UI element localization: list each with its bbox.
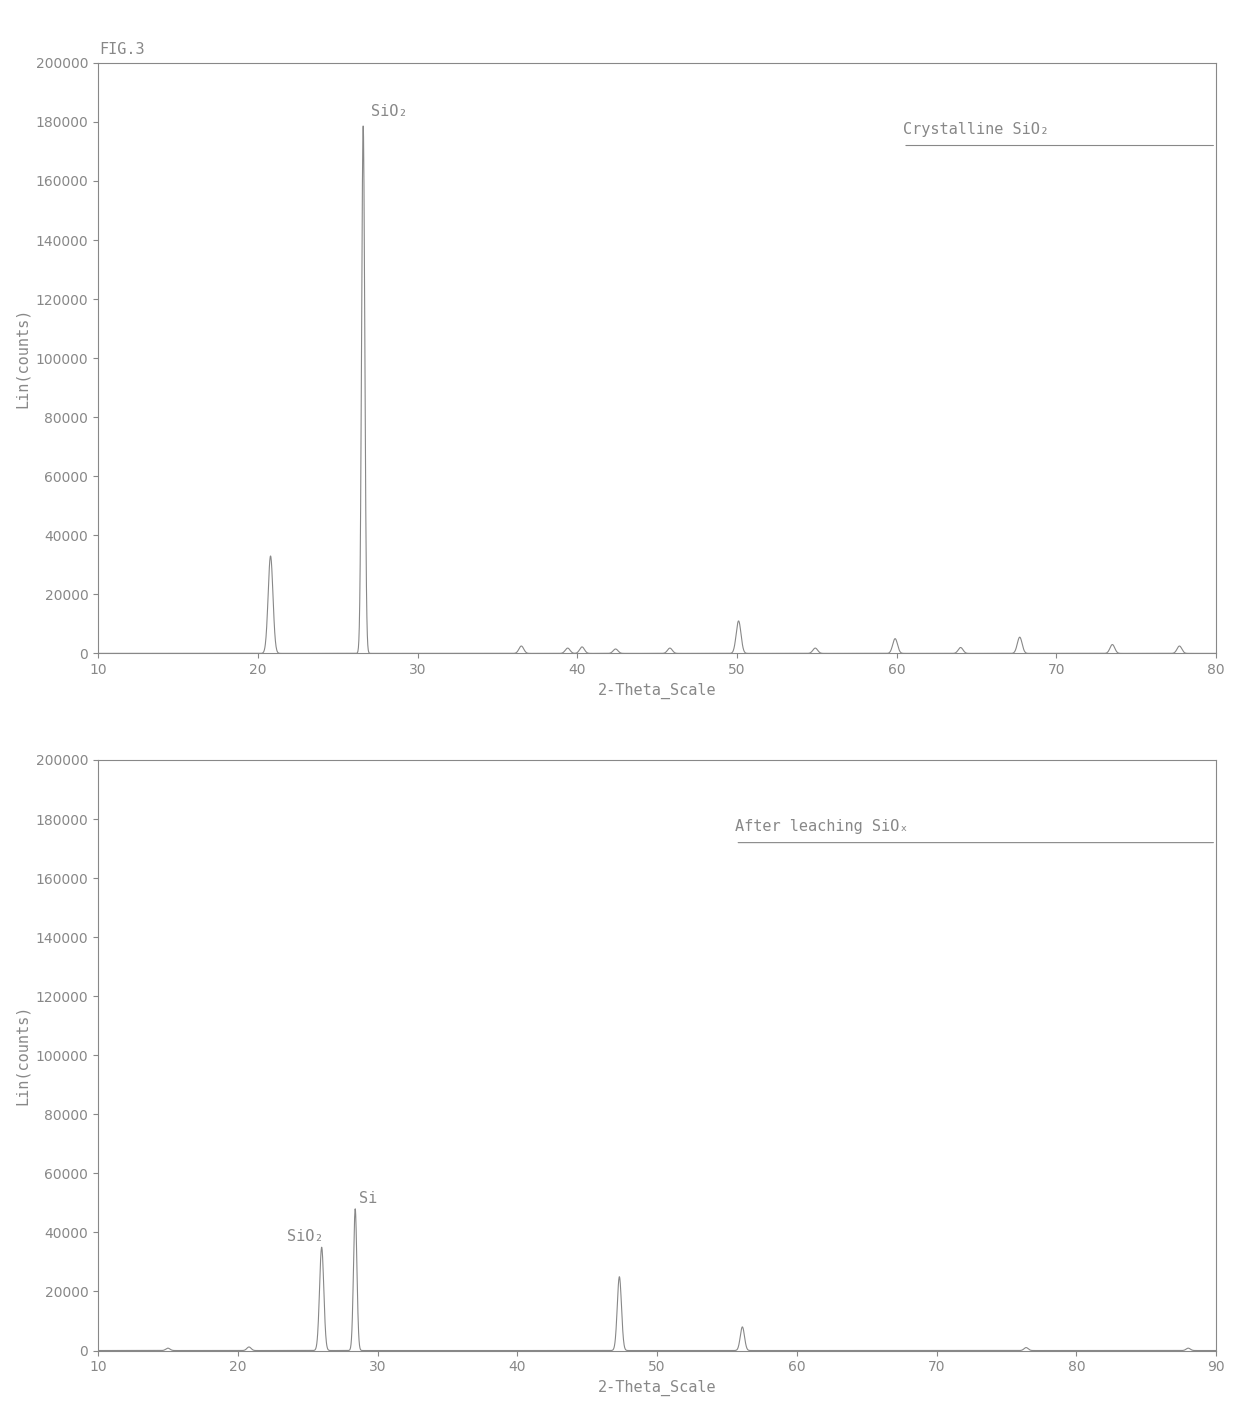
Text: SiO₂: SiO₂ bbox=[286, 1229, 324, 1245]
Text: Si: Si bbox=[360, 1191, 378, 1206]
Y-axis label: Lin(counts): Lin(counts) bbox=[15, 1005, 30, 1105]
Text: Crystalline SiO₂: Crystalline SiO₂ bbox=[903, 121, 1049, 137]
Text: SiO₂: SiO₂ bbox=[371, 104, 408, 119]
X-axis label: 2-Theta_Scale: 2-Theta_Scale bbox=[598, 1380, 717, 1395]
X-axis label: 2-Theta_Scale: 2-Theta_Scale bbox=[598, 683, 717, 698]
Y-axis label: Lin(counts): Lin(counts) bbox=[15, 308, 30, 408]
Text: FIG.3: FIG.3 bbox=[99, 42, 145, 58]
Text: After leaching SiOₓ: After leaching SiOₓ bbox=[735, 818, 909, 834]
